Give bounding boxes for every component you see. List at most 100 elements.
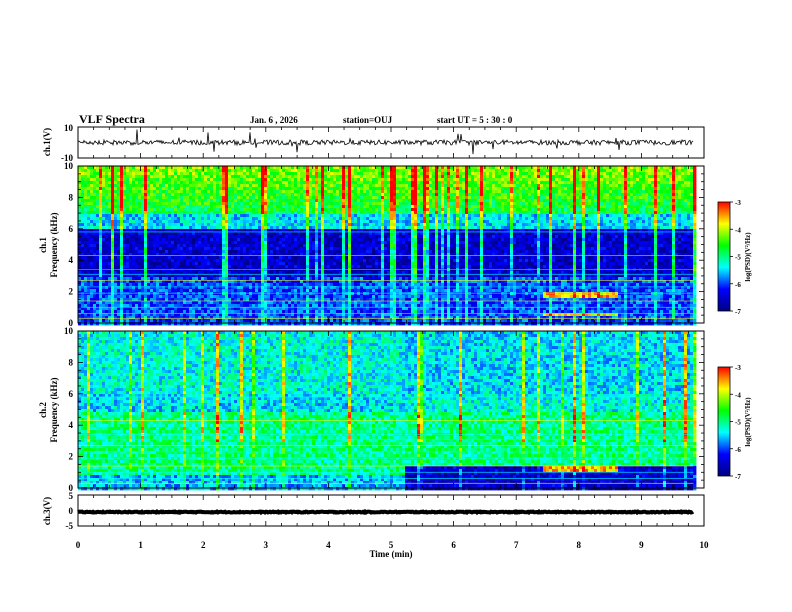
spectrogram-cell bbox=[147, 283, 150, 286]
spectrogram-cell bbox=[126, 226, 129, 229]
spectrogram-cell bbox=[138, 211, 141, 214]
spectrogram-cell bbox=[102, 193, 105, 196]
spectrogram-cell bbox=[114, 211, 117, 214]
spectrogram-cell bbox=[198, 250, 201, 253]
spectrogram-cell bbox=[126, 223, 129, 226]
spectrogram-cell bbox=[132, 232, 135, 235]
spectrogram-cell bbox=[198, 169, 201, 172]
spectrogram-cell bbox=[102, 226, 105, 229]
spectrogram-cell bbox=[192, 223, 195, 226]
spectrogram-cell bbox=[111, 289, 114, 292]
spectrogram-cell bbox=[99, 271, 102, 274]
spectrogram-cell bbox=[147, 265, 150, 268]
spectrogram-cell bbox=[174, 292, 177, 295]
spectrogram-cell bbox=[228, 184, 231, 187]
spectrogram-cell bbox=[102, 244, 105, 247]
spectrogram-cell bbox=[207, 301, 210, 304]
spectrogram-cell bbox=[96, 271, 99, 274]
spectrogram-cell bbox=[114, 178, 117, 181]
spectrogram-cell bbox=[219, 301, 222, 304]
spectrogram-cell bbox=[165, 232, 168, 235]
spectrogram-cell bbox=[216, 193, 219, 196]
spectrogram-cell bbox=[222, 262, 225, 265]
spectrogram-cell bbox=[231, 265, 234, 268]
spectrogram-cell bbox=[117, 247, 120, 250]
spectrogram-cell bbox=[144, 241, 147, 244]
spectrogram-cell bbox=[102, 208, 105, 211]
spectrogram-cell bbox=[216, 199, 219, 202]
spectrogram-cell bbox=[111, 214, 114, 217]
spectrogram-cell bbox=[222, 184, 225, 187]
spectrogram-cell bbox=[216, 196, 219, 199]
spectrogram-cell bbox=[198, 208, 201, 211]
spectrogram-cell bbox=[141, 289, 144, 292]
spectrogram-cell bbox=[192, 289, 195, 292]
spectrogram-cell bbox=[108, 226, 111, 229]
spectrogram-cell bbox=[159, 256, 162, 259]
spectrogram-cell bbox=[207, 187, 210, 190]
spectrogram-cell bbox=[156, 277, 159, 280]
spectrogram-cell bbox=[102, 259, 105, 262]
spectrogram-cell bbox=[210, 172, 213, 175]
spectrogram-cell bbox=[120, 217, 123, 220]
spectrogram-cell bbox=[135, 193, 138, 196]
spectrogram-cell bbox=[138, 208, 141, 211]
spectrogram-cell bbox=[156, 265, 159, 268]
spectrogram-cell bbox=[108, 262, 111, 265]
spectrogram-cell bbox=[159, 316, 162, 319]
spectrogram-cell bbox=[102, 262, 105, 265]
spectrogram-cell bbox=[204, 172, 207, 175]
spectrogram-cell bbox=[93, 208, 96, 211]
spectrogram-cell bbox=[78, 184, 81, 187]
spectrogram-cell bbox=[219, 169, 222, 172]
spectrogram-cell bbox=[150, 217, 153, 220]
spectrogram-cell bbox=[84, 319, 87, 322]
spectrogram-cell bbox=[174, 208, 177, 211]
spectrogram-cell bbox=[93, 184, 96, 187]
spectrogram-cell bbox=[183, 226, 186, 229]
spectrogram-cell bbox=[147, 295, 150, 298]
spectrogram-cell bbox=[216, 247, 219, 250]
spectrogram-cell bbox=[180, 292, 183, 295]
spectrogram-cell bbox=[84, 310, 87, 313]
spectrogram-cell bbox=[81, 250, 84, 253]
spectrogram-cell bbox=[150, 265, 153, 268]
spectrogram-cell bbox=[78, 301, 81, 304]
spectrogram-cell bbox=[111, 256, 114, 259]
spectrogram-cell bbox=[159, 304, 162, 307]
spectrogram-cell bbox=[222, 265, 225, 268]
spectrogram-cell bbox=[231, 295, 234, 298]
spectrogram-cell bbox=[141, 319, 144, 322]
spectrogram-cell bbox=[96, 304, 99, 307]
spectrogram-cell bbox=[174, 262, 177, 265]
spectrogram-cell bbox=[228, 166, 231, 169]
spectrogram-cell bbox=[156, 214, 159, 217]
spectrogram-cell bbox=[153, 265, 156, 268]
spectrogram-cell bbox=[120, 238, 123, 241]
spectrogram-cell bbox=[99, 217, 102, 220]
spectrogram-cell bbox=[114, 283, 117, 286]
spectrogram-cell bbox=[150, 181, 153, 184]
spectrogram-cell bbox=[156, 235, 159, 238]
spectrogram-cell bbox=[225, 277, 228, 280]
spectrogram-cell bbox=[150, 226, 153, 229]
spectrogram-cell bbox=[177, 301, 180, 304]
spectrogram-cell bbox=[210, 187, 213, 190]
spectrogram-cell bbox=[111, 211, 114, 214]
spectrogram-cell bbox=[162, 238, 165, 241]
spectrogram-cell bbox=[174, 277, 177, 280]
spectrogram-cell bbox=[198, 292, 201, 295]
spectrogram-cell bbox=[99, 319, 102, 322]
spectrogram-cell bbox=[78, 214, 81, 217]
spectrogram-cell bbox=[114, 262, 117, 265]
spectrogram-cell bbox=[189, 217, 192, 220]
spectrogram-cell bbox=[204, 184, 207, 187]
spectrogram-cell bbox=[213, 205, 216, 208]
spectrogram-cell bbox=[138, 250, 141, 253]
spectrogram-cell bbox=[123, 256, 126, 259]
spectrogram-cell bbox=[174, 214, 177, 217]
spectrogram-cell bbox=[159, 190, 162, 193]
spectrogram-cell bbox=[126, 238, 129, 241]
spectrogram-cell bbox=[183, 292, 186, 295]
spectrogram-cell bbox=[180, 250, 183, 253]
